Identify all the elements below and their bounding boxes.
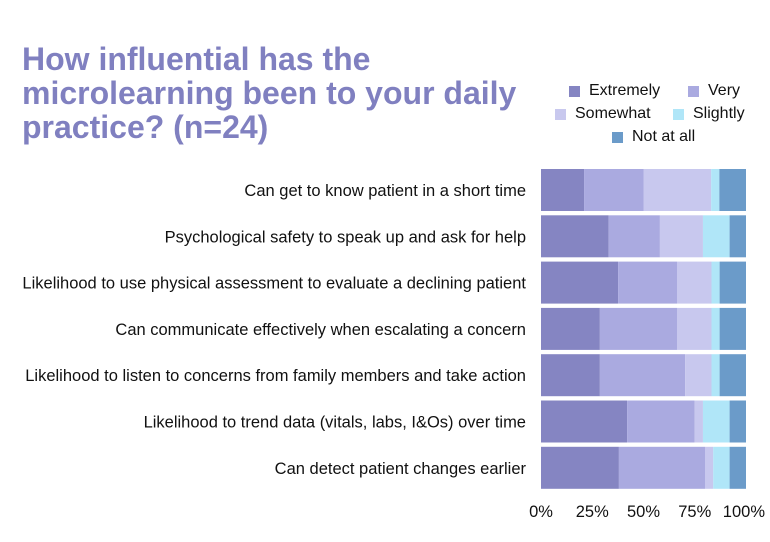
bar-somewhat-row-1 — [643, 169, 712, 211]
x-tick-label-75pct: 75% — [678, 503, 711, 521]
title-line-1: How influential has the — [22, 41, 371, 77]
bar-somewhat-row-2 — [659, 215, 703, 258]
legend-label-not-at-all: Not at all — [632, 128, 696, 145]
legend-item-somewhat: Somewhat — [555, 105, 651, 123]
category-label-7: Can detect patient changes earlier — [275, 460, 527, 478]
bar-slightly-row-3 — [711, 261, 720, 304]
bar-extremely-row-2 — [541, 215, 609, 258]
bar-slightly-row-4 — [711, 307, 720, 350]
legend-item-very: Very — [688, 82, 740, 100]
legend-item-extremely: Extremely — [569, 82, 660, 100]
x-tick-label-100pct: 100% — [723, 503, 766, 521]
bar-very-row-1 — [584, 169, 644, 211]
bar-very-row-4 — [599, 307, 677, 350]
bar-extremely-row-6 — [541, 400, 628, 443]
x-tick-label-0pct: 0% — [529, 503, 553, 521]
bar-very-row-5 — [599, 354, 686, 397]
legend-label-somewhat: Somewhat — [575, 105, 651, 122]
bar-somewhat-row-6 — [694, 400, 703, 443]
bar-somewhat-row-7 — [705, 446, 714, 489]
chart-title: How influential has the microlearning be… — [22, 41, 517, 145]
bar-somewhat-row-4 — [676, 307, 712, 350]
legend-swatch-slightly — [673, 108, 684, 120]
bar-extremely-row-1 — [541, 169, 585, 211]
legend: Extremely Very Somewhat Slightly Not at … — [555, 82, 770, 152]
bar-not-at-all-row-5 — [719, 354, 746, 397]
legend-swatch-extremely — [569, 85, 580, 97]
bars-layer — [541, 169, 746, 489]
legend-swatch-somewhat — [555, 108, 566, 120]
bar-slightly-row-6 — [702, 400, 730, 443]
legend-swatch-not-at-all — [612, 131, 623, 143]
bar-not-at-all-row-4 — [719, 307, 746, 350]
legend-label-slightly: Slightly — [693, 105, 745, 122]
bar-slightly-row-2 — [702, 215, 730, 258]
bar-slightly-row-7 — [713, 446, 730, 489]
bar-not-at-all-row-3 — [719, 261, 746, 304]
bar-extremely-row-5 — [541, 354, 600, 397]
category-label-6: Likelihood to trend data (vitals, labs, … — [144, 414, 526, 432]
bar-not-at-all-row-6 — [729, 400, 746, 443]
title-line-2: microlearning been to your daily — [22, 75, 517, 111]
bar-slightly-row-1 — [711, 169, 720, 211]
bar-extremely-row-7 — [541, 446, 619, 489]
bar-not-at-all-row-2 — [729, 215, 746, 258]
legend-label-extremely: Extremely — [589, 82, 661, 99]
bar-not-at-all-row-7 — [729, 446, 746, 489]
bar-slightly-row-5 — [711, 354, 720, 397]
category-label-1: Can get to know patient in a short time — [244, 182, 526, 200]
bar-very-row-2 — [608, 215, 660, 258]
bar-extremely-row-4 — [541, 307, 600, 350]
bar-extremely-row-3 — [541, 261, 619, 304]
x-axis-ticks: 0% 25% 50% 75% 100% — [529, 503, 765, 521]
title-line-3: practice? (n=24) — [22, 109, 269, 145]
legend-item-slightly: Slightly — [673, 105, 745, 123]
category-label-5: Likelihood to listen to concerns from fa… — [25, 367, 526, 385]
bar-somewhat-row-5 — [685, 354, 712, 397]
legend-label-very: Very — [708, 82, 741, 99]
bar-very-row-6 — [627, 400, 695, 443]
legend-swatch-very — [688, 85, 699, 97]
category-label-2: Psychological safety to speak up and ask… — [165, 228, 526, 246]
category-label-3: Likelihood to use physical assessment to… — [22, 275, 526, 293]
x-tick-label-50pct: 50% — [627, 503, 660, 521]
bar-somewhat-row-3 — [676, 261, 712, 304]
bar-very-row-3 — [618, 261, 677, 304]
category-label-4: Can communicate effectively when escalat… — [115, 321, 526, 339]
bar-very-row-7 — [618, 446, 705, 489]
category-labels: Can get to know patient in a short time P… — [22, 182, 526, 478]
legend-item-not-at-all: Not at all — [612, 128, 695, 146]
x-tick-label-25pct: 25% — [576, 503, 609, 521]
bar-not-at-all-row-1 — [719, 169, 746, 211]
